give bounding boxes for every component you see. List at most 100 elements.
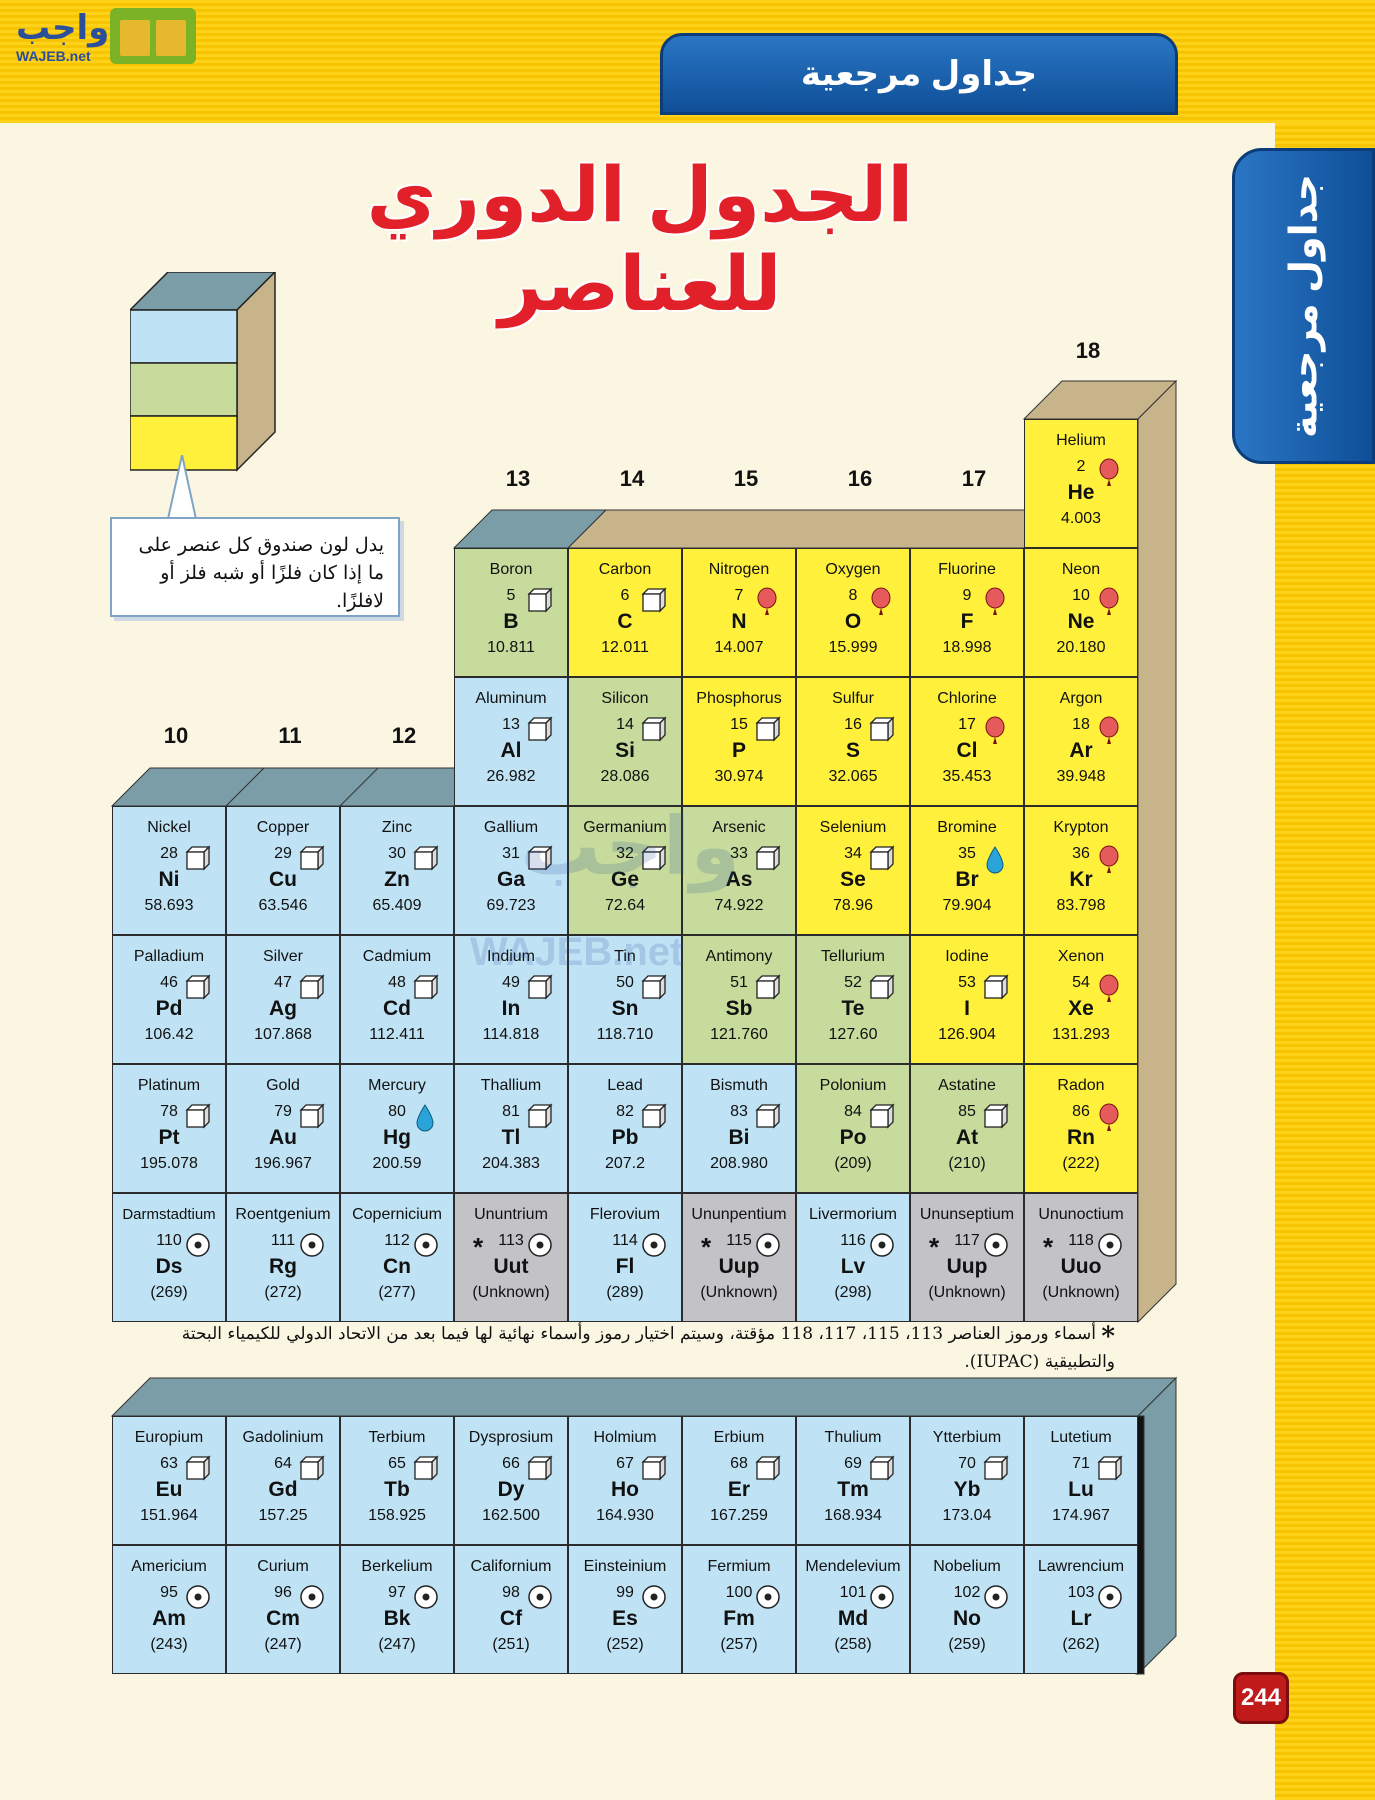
element-name: Aluminum: [475, 690, 547, 707]
synthetic-state-icon: [413, 1584, 438, 1610]
synthetic-state-icon: [869, 1232, 894, 1258]
element-name: Radon: [1057, 1077, 1105, 1094]
element-symbol: Ho: [611, 1478, 639, 1501]
solid-state-icon: [527, 845, 553, 871]
element-cell-c-6: Carbon 6 C 12.011: [568, 548, 682, 677]
group-number-18: 18: [1075, 338, 1101, 363]
atomic-mass: 32.065: [828, 768, 878, 785]
atomic-mass: 118.710: [596, 1026, 654, 1043]
element-symbol: Dy: [497, 1478, 525, 1501]
atomic-mass: (Unknown): [472, 1284, 550, 1301]
atomic-mass: (243): [150, 1636, 188, 1653]
element-cell-uuo-118: Ununoctium * 118 Uuo (Unknown): [1024, 1193, 1138, 1322]
top-face-p-block: [566, 509, 1064, 549]
wajeb-logo[interactable]: واجب WAJEB.net: [10, 6, 196, 66]
atomic-number: 86: [1072, 1103, 1090, 1120]
solid-state-icon: [641, 845, 667, 871]
synthetic-state-icon: [1097, 1232, 1122, 1258]
section-banner: جداول مرجعية: [660, 33, 1178, 115]
gas-state-icon: [869, 587, 893, 615]
atomic-mass: (277): [378, 1284, 416, 1301]
solid-state-icon: [641, 1103, 667, 1129]
element-symbol: Lv: [840, 1255, 866, 1278]
atomic-mass: 114.818: [482, 1026, 540, 1043]
element-symbol: Cn: [383, 1255, 411, 1278]
atomic-number: 99: [616, 1584, 634, 1601]
synthetic-state-icon: [185, 1584, 210, 1610]
element-name: Bromine: [937, 819, 997, 836]
element-cell-si-14: Silicon 14 Si 28.086: [568, 677, 682, 806]
element-symbol: P: [731, 739, 746, 762]
element-name: Helium: [1056, 432, 1106, 449]
synthetic-state-icon: [755, 1584, 780, 1610]
legend-cube-icon: [130, 272, 277, 472]
element-name: Livermorium: [808, 1206, 897, 1223]
element-symbol: Pt: [158, 1126, 180, 1149]
atomic-number: 114: [612, 1232, 638, 1249]
element-cell-ga-31: Gallium 31 Ga 69.723: [454, 806, 568, 935]
atomic-number: 118: [1068, 1232, 1094, 1249]
element-name: Copper: [256, 819, 310, 836]
group-number-10: 10: [163, 723, 189, 748]
atomic-mass: 72.64: [604, 897, 646, 914]
atomic-number: 33: [730, 845, 748, 862]
element-cell-tl-81: Thallium 81 Tl 204.383: [454, 1064, 568, 1193]
element-name: Fluorine: [938, 561, 996, 578]
atomic-number: 97: [388, 1584, 406, 1601]
atomic-number: 117: [954, 1232, 980, 1249]
element-name: Ununoctium: [1038, 1206, 1124, 1223]
element-symbol: Ne: [1067, 610, 1095, 633]
liquid-state-icon: [983, 845, 1007, 874]
element-symbol: Cl: [956, 739, 978, 762]
element-symbol: Kr: [1069, 868, 1093, 891]
element-symbol: Lu: [1068, 1478, 1094, 1501]
atomic-mass: 83.798: [1056, 897, 1106, 914]
element-cell-b-5: Boron 5 B 10.811: [454, 548, 568, 677]
logo-subtext: WAJEB.net: [16, 48, 91, 64]
atomic-number: 50: [616, 974, 634, 991]
element-symbol: B: [503, 610, 519, 633]
atomic-number: 84: [844, 1103, 862, 1120]
element-symbol: Ds: [155, 1255, 183, 1278]
synthetic-state-icon: [527, 1232, 552, 1258]
page-title: الجدول الدوري للعناصر: [366, 153, 914, 327]
element-symbol: Tl: [501, 1126, 521, 1149]
element-symbol: Cd: [383, 997, 411, 1020]
element-name: Copernicium: [352, 1206, 442, 1223]
atomic-mass: 20.180: [1056, 639, 1106, 656]
atomic-mass: (262): [1062, 1636, 1100, 1653]
element-name: Einsteinium: [583, 1558, 667, 1575]
atomic-mass: (210): [948, 1155, 986, 1172]
atomic-mass: (247): [378, 1636, 416, 1653]
atomic-number: 71: [1072, 1455, 1090, 1472]
group-number-13: 13: [505, 466, 531, 491]
element-name: Nobelium: [933, 1558, 1001, 1575]
solid-state-icon: [869, 716, 895, 742]
group-number-15: 15: [733, 466, 759, 491]
element-cell-au-79: Gold 79 Au 196.967: [226, 1064, 340, 1193]
footnote: * أسماء ورموز العناصر 113، 115، 117، 118…: [110, 1322, 1115, 1372]
element-name: Tellurium: [820, 948, 885, 965]
logo-text: واجب: [16, 9, 110, 47]
element-name: Ununpentium: [691, 1206, 787, 1223]
element-cell-md-101: Mendelevium 101 Md (258): [796, 1545, 910, 1674]
element-symbol: Hg: [383, 1126, 411, 1149]
element-name: Darmstadtium: [122, 1206, 216, 1223]
element-symbol: Uup: [946, 1255, 988, 1278]
solid-state-icon: [755, 1103, 781, 1129]
element-name: Iodine: [945, 948, 989, 965]
element-name: Dysprosium: [468, 1429, 554, 1446]
element-cell-ge-32: Germanium 32 Ge 72.64: [568, 806, 682, 935]
atomic-number: 81: [502, 1103, 520, 1120]
element-symbol: Sb: [725, 997, 753, 1020]
element-symbol: Tm: [837, 1478, 869, 1501]
atomic-mass: (Unknown): [700, 1284, 778, 1301]
synthetic-state-icon: [755, 1232, 780, 1258]
synthetic-state-icon: [869, 1584, 894, 1610]
element-symbol: Fm: [723, 1607, 755, 1630]
element-cell-te-52: Tellurium 52 Te 127.60: [796, 935, 910, 1064]
atomic-number: 10: [1072, 587, 1090, 604]
atomic-mass: 173.04: [942, 1507, 992, 1524]
atomic-number: 67: [616, 1455, 634, 1472]
atomic-mass: (222): [1062, 1155, 1100, 1172]
